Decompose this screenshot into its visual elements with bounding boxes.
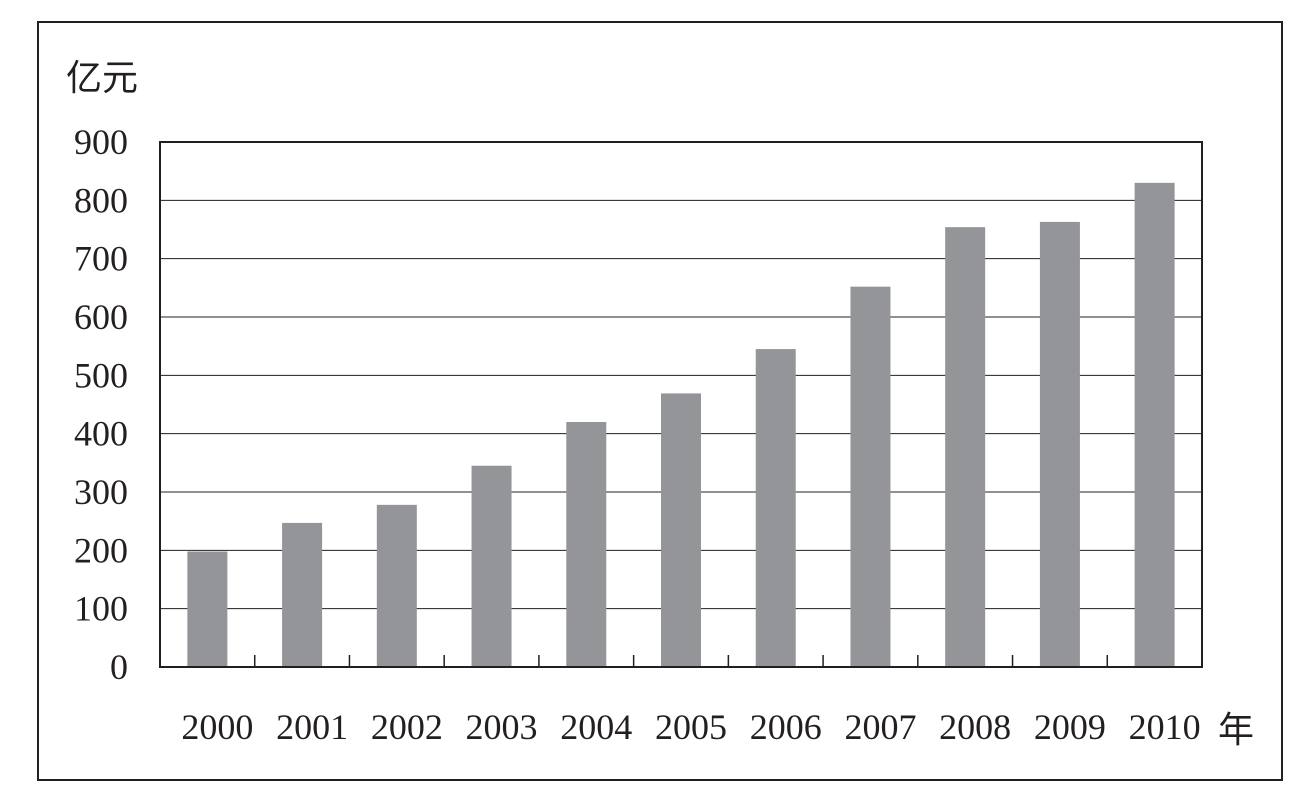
gridlines xyxy=(160,199,1202,610)
x-tick-label: 2005 xyxy=(655,707,727,747)
y-tick-label: 0 xyxy=(110,647,128,687)
y-tick-label: 200 xyxy=(74,530,128,570)
y-tick-label: 600 xyxy=(74,297,128,337)
y-tick-label: 700 xyxy=(74,239,128,279)
bars xyxy=(187,182,1175,668)
x-tick-label: 2003 xyxy=(466,707,538,747)
x-tick-label: 2001 xyxy=(276,707,348,747)
y-tick-label: 900 xyxy=(74,122,128,162)
y-tick-label: 100 xyxy=(74,589,128,629)
x-tick-label: 2000 xyxy=(181,707,253,747)
bar xyxy=(187,551,228,667)
x-tick-label: 2006 xyxy=(750,707,822,747)
bar xyxy=(1134,182,1175,668)
y-axis-label: 亿元 xyxy=(66,58,138,98)
y-tick-label: 500 xyxy=(74,355,128,395)
bar xyxy=(566,422,607,667)
y-tick-label: 800 xyxy=(74,180,128,220)
y-axis-tick-labels: 0 100 200 300 400 500 600 700 800 900 xyxy=(74,122,128,687)
x-tick-label: 2004 xyxy=(560,707,632,747)
bar xyxy=(945,227,986,667)
y-tick-label: 400 xyxy=(74,414,128,454)
bar xyxy=(471,465,512,667)
plot-area-border xyxy=(159,141,1203,668)
x-axis-ticks xyxy=(253,655,1109,667)
bar xyxy=(661,393,701,667)
x-axis-tick-labels: 2000 2001 2002 2003 2004 2005 2006 2007 2008 2009… xyxy=(181,707,1200,747)
x-tick-label: 2010 xyxy=(1129,707,1201,747)
x-tick-label: 2007 xyxy=(844,707,916,747)
x-tick-label: 2002 xyxy=(371,707,443,747)
bar xyxy=(850,286,891,667)
bar xyxy=(282,522,323,667)
x-tick-label: 2009 xyxy=(1034,707,1106,747)
x-axis-label: 年 xyxy=(1218,710,1254,750)
bar xyxy=(755,349,796,667)
bar xyxy=(376,504,417,667)
y-tick-label: 300 xyxy=(74,472,128,512)
bar xyxy=(1039,221,1080,667)
x-tick-label: 2008 xyxy=(939,707,1011,747)
